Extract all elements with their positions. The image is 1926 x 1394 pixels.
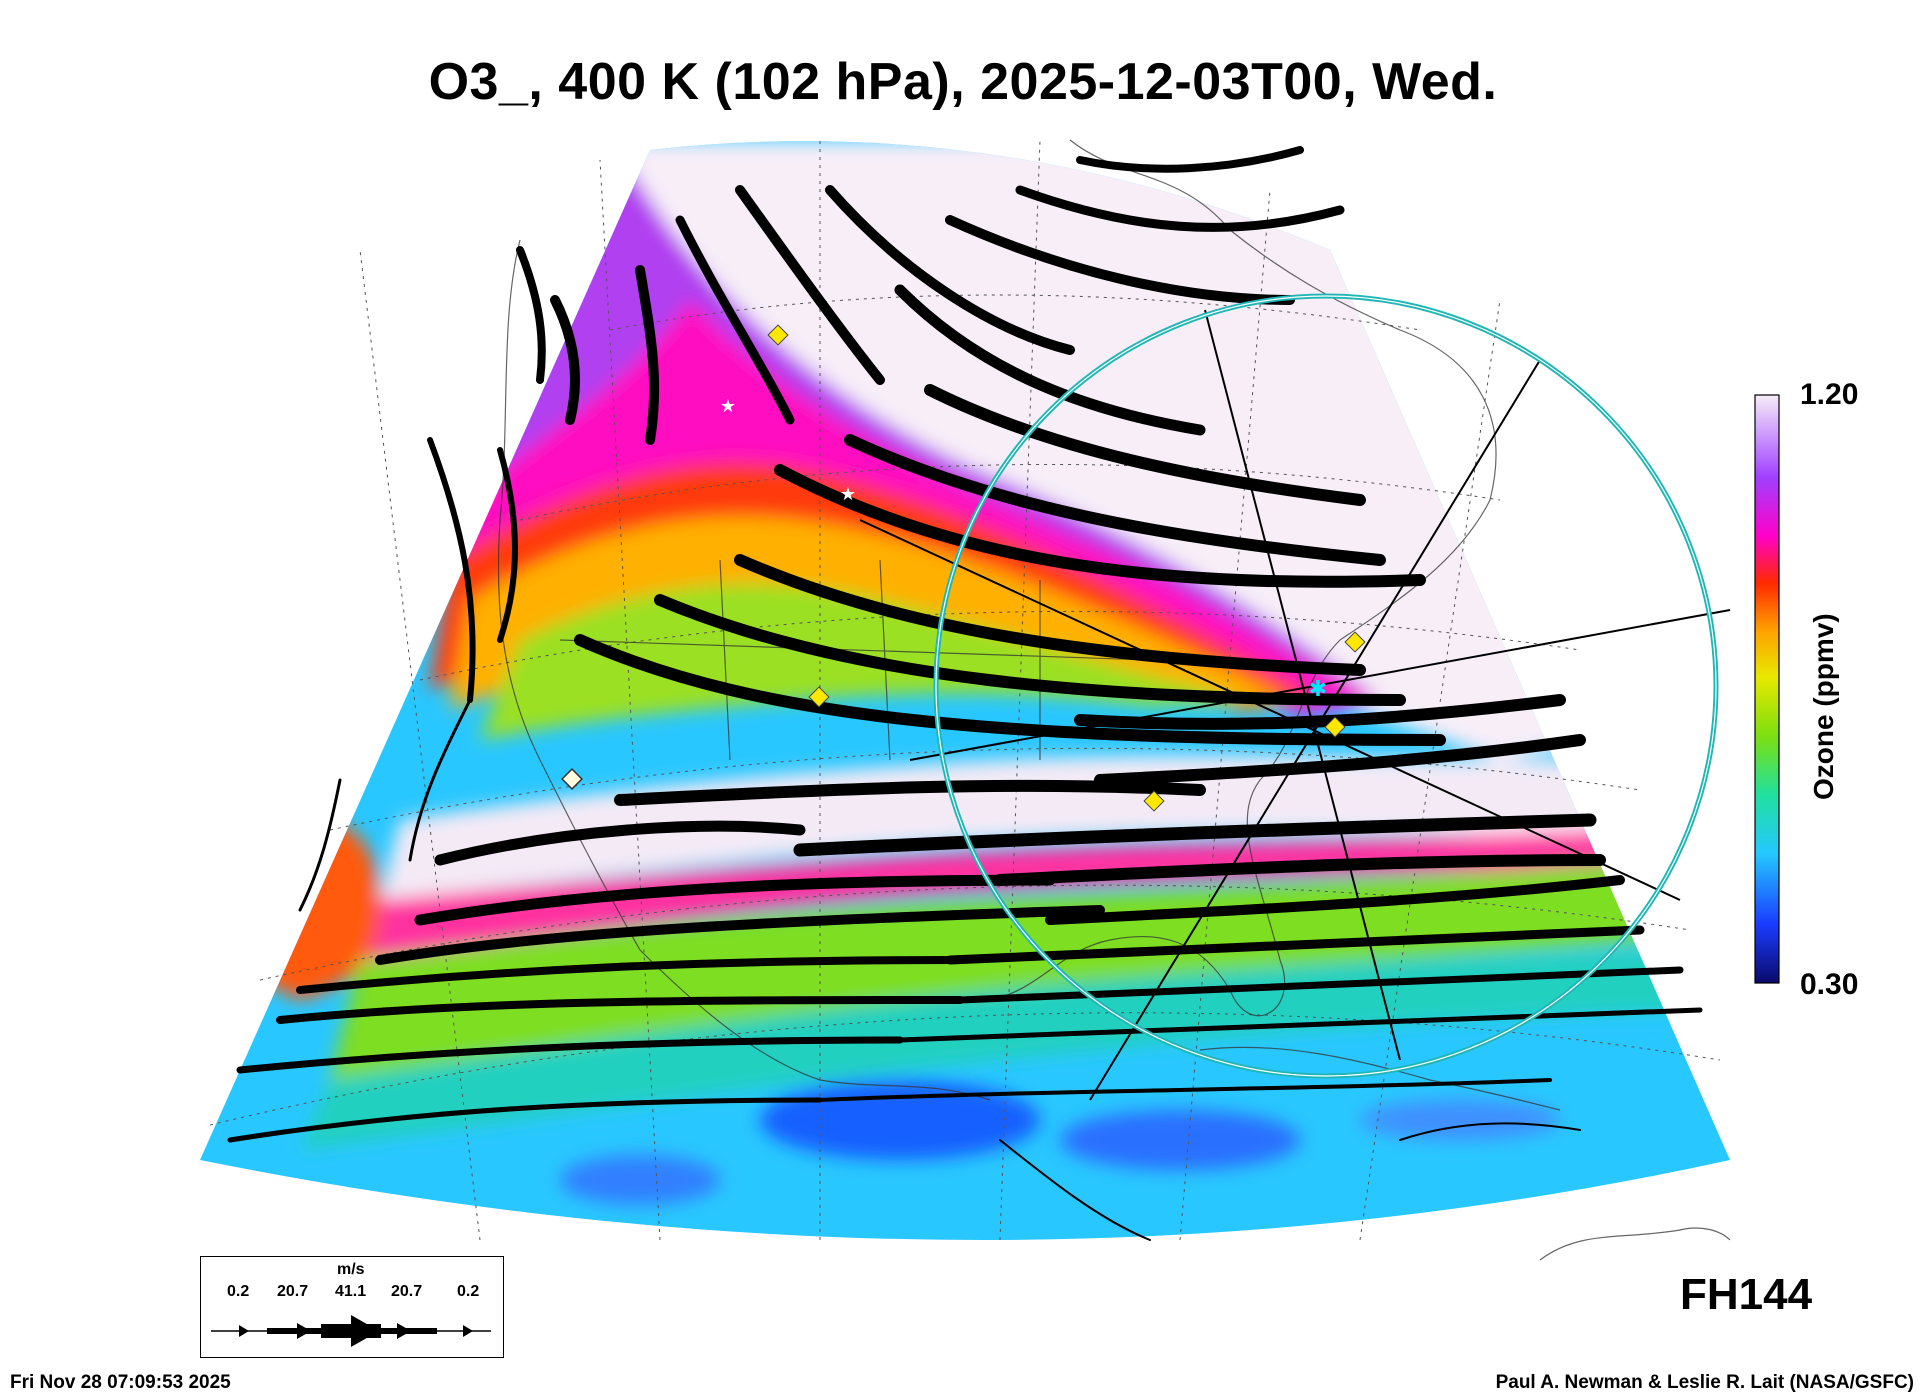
white-star-icon: ★	[840, 484, 856, 504]
white-diamond-icon	[561, 768, 583, 790]
forecast-hour-label: FH144	[1680, 1270, 1813, 1319]
white-star-icon: ★	[720, 396, 736, 416]
yellow-diamond-icon	[808, 686, 830, 708]
wind-legend-value-1: 0.2	[227, 1283, 250, 1300]
colorbar-min-label: 0.30	[1800, 968, 1859, 1001]
wind-legend-value-3: 41.1	[335, 1283, 367, 1300]
site-markers: ★ ★ ✱	[561, 324, 1366, 812]
wind-legend-arrow	[211, 1315, 491, 1347]
map-title: O3_, 400 K (102 hPa), 2025-12-03T00, Wed…	[428, 53, 1498, 111]
yellow-diamond-icon	[767, 324, 789, 346]
wind-speed-legend: m/s 0.2 20.7 41.1 20.7 0.2	[200, 1256, 504, 1358]
colorbar-axis-label: Ozone (ppmv)	[1808, 613, 1839, 800]
wind-legend-value-4: 20.7	[391, 1283, 423, 1300]
trajectory-lines	[859, 309, 1731, 1101]
colorbar-max-label: 1.20	[1800, 378, 1859, 411]
yellow-diamond-icon	[1324, 716, 1346, 738]
wind-legend-value-2: 20.7	[277, 1283, 309, 1300]
generation-timestamp: Fri Nov 28 07:09:53 2025	[10, 1372, 231, 1393]
yellow-diamond-icon	[1143, 790, 1165, 812]
wind-legend-unit: m/s	[337, 1261, 365, 1278]
credit-line: Paul A. Newman & Leslie R. Lait (NASA/GS…	[1495, 1372, 1914, 1393]
wind-legend-value-5: 0.2	[457, 1283, 480, 1300]
wind-streamlines	[227, 146, 1703, 1241]
colorbar	[1754, 394, 1780, 984]
yellow-diamond-icon	[1344, 631, 1366, 653]
cyan-star-icon: ✱	[1309, 676, 1327, 701]
